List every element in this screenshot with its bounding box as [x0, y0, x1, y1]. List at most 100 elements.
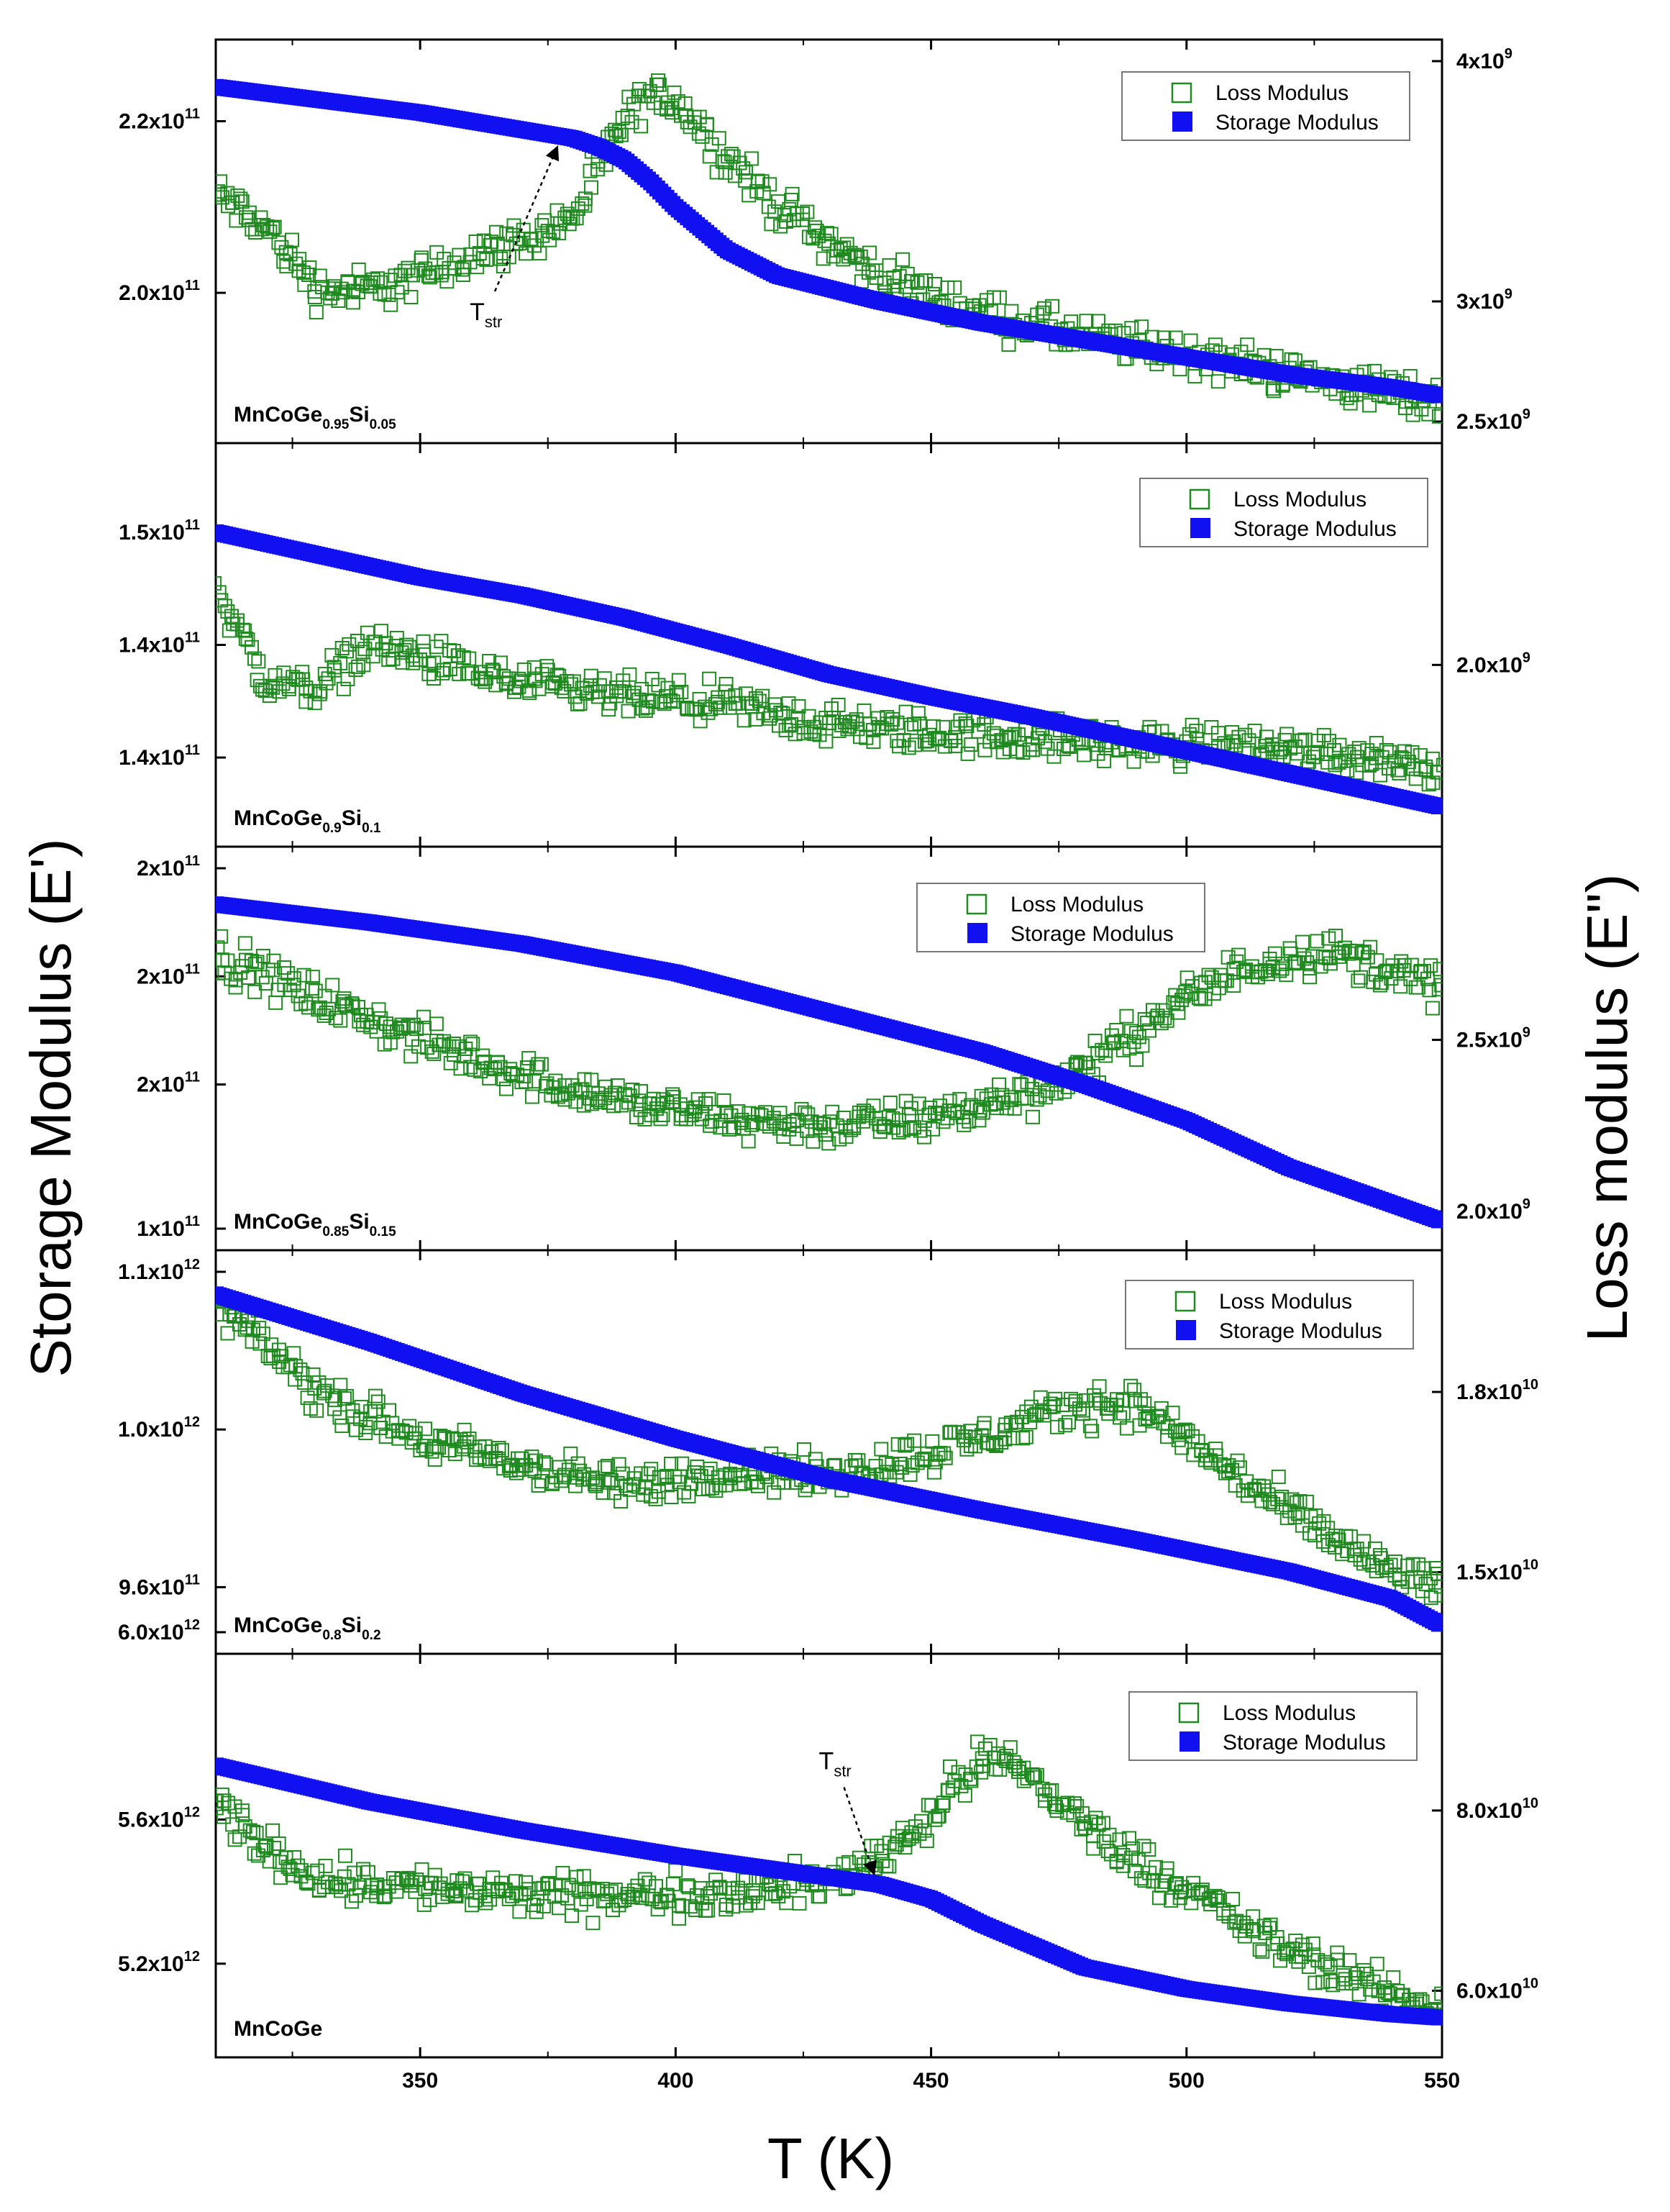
loss-point [506, 218, 521, 233]
loss-point [1310, 745, 1325, 760]
plot-area [216, 524, 1442, 815]
loss-point [301, 1000, 316, 1015]
right-tick-label: 2.5x109 [1456, 1025, 1530, 1052]
loss-point [216, 585, 227, 600]
loss-point [399, 1872, 414, 1888]
loss-point [1077, 747, 1092, 763]
loss-point [267, 219, 282, 235]
loss-point [699, 117, 714, 132]
loss-point [975, 1105, 990, 1120]
loss-point [582, 1091, 597, 1106]
loss-point [1092, 1379, 1107, 1394]
storage-modulus-series [216, 896, 1442, 1229]
loss-point [701, 1903, 716, 1918]
left-tick-exponent: 11 [185, 1070, 200, 1085]
loss-point [1387, 754, 1402, 769]
left-tick-label: 2.0x1011 [119, 278, 200, 305]
loss-point [1362, 398, 1377, 413]
loss-point [1174, 1880, 1190, 1895]
loss-point [875, 721, 890, 736]
loss-point [1067, 1796, 1082, 1811]
loss-point [1003, 1740, 1018, 1755]
loss-point [369, 1888, 384, 1903]
loss-point [1269, 349, 1284, 364]
loss-point [378, 1888, 393, 1903]
loss-point [596, 1485, 611, 1500]
left-tick-label: 1.4x1011 [119, 630, 200, 657]
loss-point [268, 668, 283, 683]
loss-point [265, 221, 280, 236]
loss-point [726, 1120, 742, 1135]
loss-point [227, 1832, 242, 1847]
loss-point [942, 1759, 957, 1774]
loss-point [228, 980, 243, 995]
loss-point [938, 1450, 953, 1465]
loss-point [237, 623, 252, 638]
left-tick-mantissa: 6.0x10 [118, 1621, 184, 1644]
loss-point [442, 1039, 457, 1054]
loss-point [948, 738, 963, 753]
loss-point [1392, 1571, 1407, 1586]
loss-point [629, 1110, 644, 1125]
loss-point [1351, 1987, 1366, 2002]
loss-point [1083, 1814, 1098, 1829]
loss-point [472, 1439, 487, 1455]
sample-label-part: 0.15 [370, 1224, 396, 1239]
loss-point [1102, 1827, 1117, 1842]
loss-point [234, 1803, 250, 1819]
loss-point [702, 149, 717, 164]
legend-loss-swatch [966, 893, 987, 915]
loss-point [286, 971, 301, 986]
loss-point [493, 251, 508, 266]
annotation-symbol: T [470, 299, 485, 326]
annotation-label: Tstr [819, 1748, 852, 1780]
legend-storage-swatch [1180, 1731, 1200, 1752]
loss-point [1035, 1404, 1050, 1419]
loss-point [1079, 314, 1094, 329]
loss-point [917, 1823, 932, 1838]
plot-area [216, 1286, 1442, 1632]
loss-point [1313, 959, 1328, 974]
loss-point [426, 655, 442, 670]
loss-point [1341, 946, 1356, 961]
loss-point [975, 1751, 990, 1766]
loss-point [919, 1834, 934, 1849]
loss-point [1272, 745, 1287, 760]
loss-point [283, 1357, 298, 1373]
loss-point [337, 1848, 352, 1863]
loss-point [456, 650, 471, 665]
loss-point [713, 1880, 728, 1895]
loss-point [427, 1452, 442, 1467]
loss-point [936, 1795, 951, 1811]
loss-point [1175, 1424, 1190, 1439]
loss-point [552, 1460, 567, 1475]
loss-point [1208, 1888, 1223, 1903]
loss-point [898, 1438, 913, 1453]
loss-point [286, 670, 301, 685]
sample-label: MnCoGe0.9Si0.1 [234, 806, 381, 836]
loss-point [822, 1114, 837, 1129]
loss-point [252, 1336, 268, 1351]
loss-point [1227, 1915, 1242, 1930]
loss-point [414, 252, 429, 268]
loss-point [660, 1478, 675, 1493]
loss-point [1422, 983, 1437, 998]
loss-point [1136, 1839, 1151, 1854]
loss-point [1124, 321, 1139, 336]
left-tick-mantissa: 1.4x10 [119, 634, 185, 657]
loss-point [381, 287, 396, 302]
loss-point [355, 645, 370, 660]
loss-point [1342, 1953, 1357, 1968]
loss-point [1189, 724, 1204, 739]
sample-label: MnCoGe0.85Si0.15 [234, 1210, 396, 1239]
right-tick-mantissa: 6.0x10 [1456, 1979, 1523, 2003]
left-tick-exponent: 11 [185, 517, 200, 533]
loss-point [999, 1101, 1014, 1116]
left-tick-exponent: 12 [184, 1257, 200, 1273]
loss-point [1168, 330, 1183, 345]
x-tick-label: 550 [1424, 2069, 1460, 2093]
loss-point [907, 1433, 922, 1448]
legend-storage-label: Storage Modulus [1223, 1731, 1386, 1754]
loss-point [310, 1863, 325, 1878]
loss-point [1142, 719, 1157, 734]
